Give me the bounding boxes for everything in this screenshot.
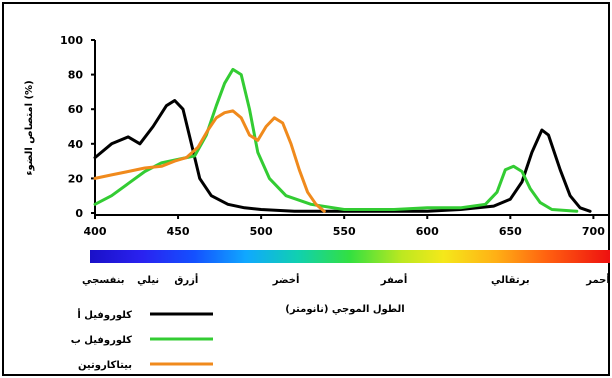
legend-label: كلوروفيل أ — [77, 308, 132, 321]
spectrum-color-label: نيلي — [137, 275, 159, 286]
legend-label: بيتاكاروتين — [78, 360, 132, 371]
legend-label: كلوروفيل ب — [71, 335, 132, 346]
y-tick-label: 20 — [68, 172, 84, 185]
spectrum-color-label: أصفر — [380, 273, 408, 286]
y-tick-label: 60 — [68, 103, 84, 116]
x-tick-label: 550 — [333, 225, 356, 238]
y-tick-label: 100 — [60, 34, 83, 47]
series-line-2 — [95, 69, 577, 211]
x-tick-label: 700 — [582, 225, 605, 238]
spectrum-color-label: أزرق — [174, 273, 198, 286]
x-tick-label: 400 — [84, 225, 107, 238]
color-spectrum-bar — [90, 250, 610, 263]
x-tick-label: 500 — [250, 225, 273, 238]
x-tick-label: 600 — [416, 225, 439, 238]
spectrum-color-label: أحمر — [585, 273, 610, 286]
x-tick-label: 650 — [499, 225, 522, 238]
spectrum-color-label: برتقالي — [491, 275, 530, 286]
spectrum-color-label: أخضر — [272, 273, 300, 286]
x-axis-label: الطول الموجي (نانومتر) — [285, 304, 404, 315]
series-line-1 — [95, 101, 590, 212]
spectrum-color-label: بنفسجي — [82, 275, 125, 286]
y-tick-label: 40 — [68, 138, 84, 151]
x-tick-label: 450 — [167, 225, 190, 238]
y-axis-label: امتصاص الضوء (%) — [24, 80, 35, 175]
y-tick-label: 0 — [75, 207, 83, 220]
y-tick-label: 80 — [68, 69, 84, 82]
